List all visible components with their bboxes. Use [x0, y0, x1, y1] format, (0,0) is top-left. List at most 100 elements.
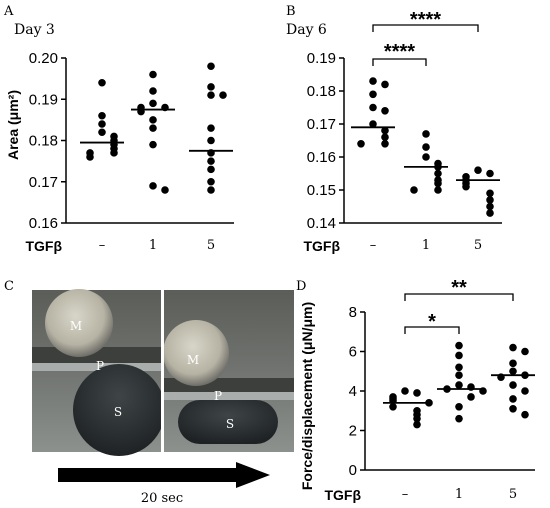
label-m-right: M — [187, 353, 199, 367]
chart-a-ylabel: Area (μm²) — [5, 90, 21, 160]
data-point — [521, 410, 529, 419]
data-point — [207, 62, 215, 71]
y-tick-label: 2 — [349, 423, 357, 440]
data-point — [381, 80, 389, 89]
panel-b-title: Day 6 — [286, 22, 327, 38]
x-category-label: – — [402, 487, 409, 502]
data-point — [86, 153, 94, 161]
label-s-right: S — [226, 417, 234, 431]
data-point — [486, 189, 494, 198]
data-point — [110, 149, 118, 157]
data-point — [207, 91, 215, 99]
y-tick-label: 0.19 — [307, 50, 336, 67]
x-category-label: – — [99, 238, 106, 253]
data-point — [434, 186, 442, 194]
sphere-m-left — [45, 289, 113, 357]
photo-divider — [161, 290, 164, 452]
data-point — [149, 116, 157, 124]
significance-label: ** — [451, 277, 467, 299]
y-tick-label: 0.17 — [29, 174, 58, 191]
significance-bracket — [404, 326, 460, 334]
data-point — [434, 169, 442, 178]
data-point — [509, 381, 517, 389]
data-point — [509, 359, 517, 368]
plate-right — [164, 392, 294, 400]
chart-d-ylabel: Force/displacement (μN/μm) — [299, 302, 315, 490]
data-point — [149, 124, 157, 132]
data-point — [486, 196, 494, 204]
data-point — [509, 367, 517, 376]
y-tick-label: 0 — [349, 462, 357, 479]
x-category-label: 5 — [207, 238, 215, 253]
data-point — [413, 389, 421, 397]
data-point — [207, 177, 215, 186]
chart-day3: 0.16 0.17 0.18 0.19 0.20 TGFβ – 1 5 — [25, 50, 234, 254]
data-point — [455, 371, 463, 380]
significance-bracket — [372, 58, 427, 66]
data-point — [521, 347, 529, 356]
data-point — [413, 414, 421, 423]
data-point — [509, 404, 517, 413]
data-point — [98, 111, 106, 120]
label-p-right: P — [214, 389, 222, 403]
data-point — [455, 341, 463, 350]
time-arrow — [58, 462, 270, 488]
data-point — [369, 77, 377, 85]
data-point — [455, 351, 463, 360]
data-point — [521, 387, 529, 395]
data-point — [422, 143, 430, 151]
data-point — [219, 91, 227, 99]
x-group-label: TGFβ — [25, 238, 62, 254]
data-point — [455, 363, 463, 372]
sphere-m-right — [163, 320, 229, 386]
label-m-left: M — [70, 319, 82, 333]
x-category-label: 1 — [422, 238, 430, 253]
time-label: 20 sec — [141, 491, 183, 506]
data-point — [207, 165, 215, 174]
data-point — [462, 182, 470, 191]
data-point — [149, 70, 157, 79]
label-s-left: S — [114, 405, 122, 419]
significance-label: * — [428, 311, 436, 333]
data-point — [149, 140, 157, 149]
data-point — [369, 120, 377, 128]
data-point — [381, 126, 389, 135]
data-point — [486, 169, 494, 178]
data-point — [161, 186, 169, 194]
chart-day6: 0.14 0.15 0.16 0.17 0.18 0.19 TGFβ – 1 5 **** **** — [303, 9, 502, 254]
y-tick-label: 0.16 — [29, 215, 58, 232]
data-point — [98, 128, 106, 137]
data-point — [413, 420, 421, 429]
significance-label: **** — [384, 41, 415, 63]
data-point — [207, 124, 215, 132]
sphere-s-left — [73, 364, 165, 456]
data-point — [98, 78, 106, 87]
x-category-label: 5 — [474, 238, 482, 253]
y-tick-label: 0.17 — [307, 116, 336, 133]
x-category-label: 1 — [149, 238, 157, 253]
data-point — [422, 130, 430, 138]
data-point — [474, 166, 482, 174]
data-point — [389, 403, 397, 411]
data-point — [509, 343, 517, 352]
data-point — [401, 387, 409, 395]
data-point — [369, 103, 377, 112]
data-point — [410, 186, 418, 194]
data-point — [149, 182, 157, 190]
y-tick-label: 0.15 — [307, 182, 336, 199]
panel-label-c: C — [4, 279, 14, 294]
panel-label-d: D — [296, 279, 306, 294]
data-point — [369, 90, 377, 99]
data-point — [207, 186, 215, 194]
y-tick-label: 4 — [349, 383, 357, 400]
x-group-label: TGFβ — [303, 238, 340, 254]
y-tick-label: 6 — [349, 344, 357, 361]
y-tick-label: 0.16 — [307, 149, 336, 166]
data-point — [98, 120, 106, 128]
data-point — [149, 87, 157, 95]
data-point — [422, 153, 430, 161]
panel-label-b: B — [286, 4, 296, 19]
